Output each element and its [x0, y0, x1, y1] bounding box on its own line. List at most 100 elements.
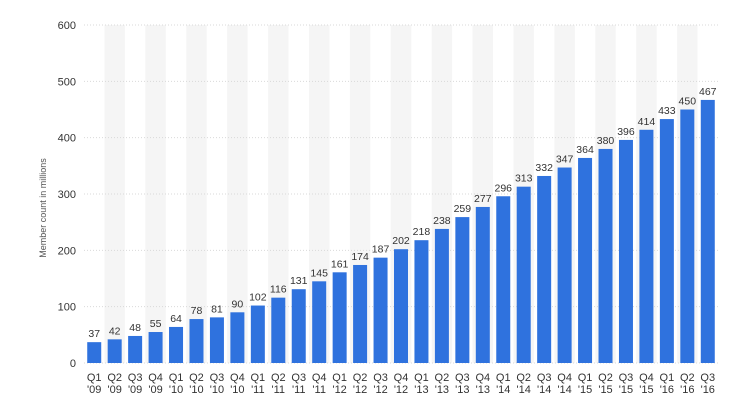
background-band: [145, 25, 166, 363]
value-label: 347: [556, 154, 574, 166]
background-band: [186, 25, 207, 363]
x-tick-label: Q2'16: [680, 372, 695, 396]
bar: [230, 312, 245, 363]
value-label: 174: [351, 251, 369, 263]
bar: [169, 326, 184, 363]
x-tick-label: Q2'11: [271, 372, 286, 396]
y-tick-label: 100: [58, 302, 76, 314]
value-label: 414: [638, 116, 656, 128]
y-tick-label: 200: [58, 245, 76, 257]
y-axis-title: Member count in millions: [38, 158, 48, 258]
bar: [659, 119, 674, 364]
y-tick-label: 500: [58, 76, 76, 88]
value-label: 296: [494, 182, 512, 194]
value-label: 450: [679, 96, 697, 108]
value-label: 277: [474, 193, 492, 205]
bar: [537, 175, 552, 363]
bar: [128, 335, 143, 363]
bar: [680, 109, 695, 363]
y-tick-label: 400: [58, 133, 76, 145]
x-tick-label: Q4'15: [639, 372, 654, 396]
bar: [598, 148, 613, 363]
x-tick-label: Q3'10: [210, 372, 225, 396]
x-tick-label: Q4'14: [557, 372, 572, 396]
y-axis-ticks: 0 100 200 300 400 500 600: [58, 20, 76, 370]
x-tick-label: Q4'10: [230, 372, 245, 396]
x-tick-label: Q1'12: [332, 372, 347, 396]
bar: [516, 186, 531, 363]
value-label: 364: [576, 144, 594, 156]
background-band: [268, 25, 289, 363]
x-tick-label: Q1'16: [660, 372, 675, 396]
x-tick-label: Q3'14: [537, 372, 552, 396]
value-label: 161: [331, 258, 349, 270]
bars: [87, 99, 715, 364]
value-label: 42: [109, 325, 121, 337]
x-tick-label: Q1'13: [414, 372, 429, 396]
bar: [353, 264, 368, 363]
x-tick-label: Q4'11: [312, 372, 327, 396]
x-tick-label: Q3'16: [700, 372, 715, 396]
value-label: 313: [515, 173, 533, 185]
y-tick-label: 300: [58, 189, 76, 201]
value-label: 81: [211, 303, 223, 315]
value-label: 37: [88, 328, 100, 340]
x-tick-label: Q2'14: [516, 372, 531, 396]
x-tick-label: Q4'09: [148, 372, 163, 396]
value-label: 187: [372, 244, 390, 256]
x-tick-label: Q1'14: [496, 372, 511, 396]
value-label: 259: [454, 203, 472, 215]
bar: [475, 206, 490, 363]
value-label: 380: [597, 135, 615, 147]
value-label: 332: [535, 162, 553, 174]
value-label: 78: [191, 305, 203, 317]
value-label: 396: [617, 126, 635, 138]
bar: [434, 228, 449, 363]
bar: [312, 281, 327, 363]
x-tick-label: Q1'11: [250, 372, 265, 396]
bar: [373, 257, 388, 363]
value-label: 55: [150, 318, 162, 330]
x-tick-label: Q2'12: [353, 372, 368, 396]
x-tick-label: Q3'09: [128, 372, 143, 396]
x-tick-label: Q3'13: [455, 372, 470, 396]
bar: [250, 305, 265, 363]
bar: [700, 99, 715, 363]
value-label: 218: [413, 226, 431, 238]
value-label: 64: [170, 313, 182, 325]
value-label: 48: [129, 322, 141, 334]
bar: [578, 157, 593, 363]
x-tick-label: Q2'10: [189, 372, 204, 396]
bar: [557, 167, 572, 363]
bar: [189, 319, 204, 363]
value-label: 467: [699, 86, 717, 98]
value-label: 90: [232, 298, 244, 310]
value-label: 131: [290, 275, 308, 287]
value-labels: 37 42 48 55 64 78 81 90 102116131145161174187202…: [88, 86, 716, 340]
value-label: 102: [249, 292, 267, 304]
value-label: 202: [392, 235, 410, 247]
bar: [148, 332, 163, 363]
x-tick-label: Q2'15: [598, 372, 613, 396]
y-tick-label: 0: [70, 358, 76, 370]
bar: [496, 196, 511, 363]
value-label: 238: [433, 215, 451, 227]
x-tick-label: Q1'10: [169, 372, 184, 396]
x-tick-label: Q4'12: [394, 372, 409, 396]
x-tick-label: Q2'09: [107, 372, 122, 396]
x-axis-ticks: Q1'09 Q2'09 Q3'09 Q4'09 Q1'10 Q2'10 Q3'10 Q4'10…: [87, 372, 715, 396]
bar: [414, 240, 429, 363]
value-label: 116: [270, 284, 287, 296]
x-tick-label: Q1'09: [87, 372, 102, 396]
bar: [87, 342, 102, 363]
bar: [394, 249, 408, 363]
background-band: [308, 25, 330, 363]
value-label: 145: [310, 267, 328, 279]
bar: [291, 289, 306, 363]
x-tick-label: Q4'13: [475, 372, 490, 396]
x-tick-label: Q3'11: [291, 372, 306, 396]
bar: [639, 129, 654, 363]
bar: [271, 297, 286, 363]
